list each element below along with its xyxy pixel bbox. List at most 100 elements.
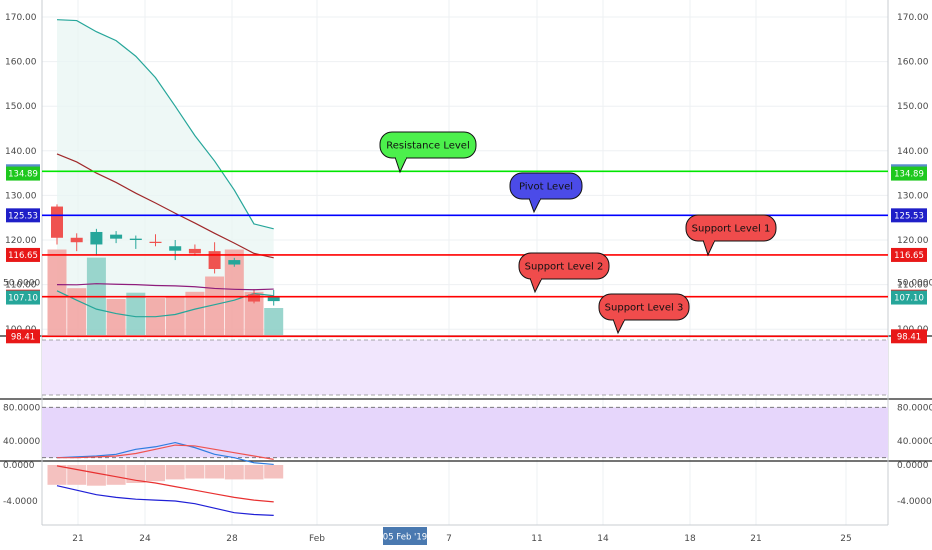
level-annotation-bubble[interactable]: Pivot Level: [509, 172, 583, 214]
crosshair-date-label: 05 Feb '19: [383, 533, 427, 543]
indicator-tick-left: 50.0000: [3, 279, 40, 289]
price-tag-left-label: 134.89: [8, 170, 38, 180]
price-tick-right: 140.00: [897, 147, 929, 157]
candle-body: [110, 234, 123, 239]
candle-body: [169, 246, 182, 251]
price-tick-right: 120.00: [897, 236, 929, 246]
macd-histogram-bar: [264, 465, 284, 479]
price-tag-left-label: 116.65: [8, 251, 38, 261]
macd-histogram-bar: [244, 465, 264, 480]
indicator-tick-right: 0.0000: [897, 461, 929, 471]
price-tag-right: [891, 329, 927, 344]
price-tick-right: 150.00: [897, 102, 929, 112]
price-tag-right: [891, 208, 927, 223]
candle-body: [248, 294, 260, 302]
indicator-tick-left: 40.0000: [3, 437, 40, 447]
indicator-tick-right: 40.0000: [897, 437, 932, 447]
price-tick-left: 160.00: [5, 58, 37, 68]
bubble-label: Support Level 1: [692, 224, 771, 235]
candle-body: [228, 260, 241, 265]
bubble-body: [518, 252, 610, 280]
macd-histogram-bar: [86, 465, 106, 486]
level-annotation-bubble[interactable]: Support Level 2: [518, 252, 610, 294]
date-tick-label: 14: [597, 534, 609, 544]
bubble-seam: [704, 238, 714, 242]
date-tick-label: 21: [750, 534, 761, 544]
price-tick-left: 110.00: [5, 281, 37, 291]
volume-bar: [244, 291, 264, 335]
bubble-seam: [396, 155, 406, 159]
candle-body: [188, 248, 201, 254]
price-tag-right: [891, 247, 927, 262]
bubble-body: [509, 172, 583, 200]
price-tag-left: [6, 208, 40, 223]
candle-body: [70, 237, 83, 243]
macd-signal-line: [56, 465, 274, 503]
level-annotation-bubble[interactable]: Resistance Level: [379, 131, 477, 174]
volume-bar: [126, 292, 146, 335]
macd-histogram-bar: [185, 465, 205, 479]
bubble-label: Support Level 3: [605, 303, 684, 314]
date-tick-label: 7: [446, 534, 452, 544]
bubble-body: [379, 131, 477, 159]
date-tick-label: 11: [531, 534, 542, 544]
price-tick-left: 120.00: [5, 236, 37, 246]
candle-body: [51, 206, 63, 238]
price-tag-left-label: 107.10: [8, 294, 38, 304]
price-tag-right-label: 107.10: [894, 294, 924, 304]
macd-histogram-bar: [47, 465, 67, 485]
indicator-tick-right: 80.0000: [897, 403, 932, 413]
indicator-tick-left: 80.0000: [3, 403, 40, 413]
date-tick-label: 21: [72, 534, 83, 544]
bubble-seam: [531, 276, 541, 280]
macd-histogram-bar: [106, 465, 126, 485]
indicator-tick-right: 50.0000: [897, 279, 932, 289]
bollinger-band-fill: [57, 19, 274, 317]
price-tick-left: 150.00: [5, 102, 37, 112]
macd-histogram-bar: [146, 465, 165, 482]
macd-histogram-bar: [126, 465, 146, 483]
volume-bar: [106, 299, 126, 335]
indicator-tick-right: -4.0000: [897, 497, 932, 507]
crosshair-date-tag: [383, 527, 427, 545]
volume-bar: [264, 308, 284, 335]
price-tick-right: 170.00: [897, 13, 929, 23]
price-tag-right-label: 116.65: [894, 251, 924, 261]
stoch-k-line: [56, 441, 274, 466]
price-tick-right: 130.00: [897, 191, 929, 201]
level-annotation-bubble[interactable]: Support Level 3: [598, 293, 690, 335]
date-tick-label: 25: [840, 534, 851, 544]
bubble-seam: [530, 196, 540, 200]
price-tag-right: [891, 290, 927, 305]
date-tick-label: 28: [226, 534, 238, 544]
stoch-d-line: [57, 444, 274, 460]
volume-bar: [224, 249, 244, 335]
candle-body: [149, 241, 162, 243]
indicator-tick-left: 0.0000: [3, 461, 35, 471]
price-tick-left: 170.00: [5, 13, 37, 23]
price-tick-left: 130.00: [5, 191, 37, 201]
candle-body: [208, 251, 221, 269]
level-annotation-bubble[interactable]: Support Level 1: [685, 214, 777, 257]
macd-histogram-bar: [165, 465, 185, 480]
candle-body: [129, 238, 142, 240]
macd-histogram-bar: [224, 465, 244, 480]
price-tag-left-label: 125.53: [8, 211, 38, 221]
price-tag-right-label: 98.41: [897, 332, 921, 342]
bubble-label: Support Level 2: [525, 262, 604, 273]
volume-bar: [165, 297, 185, 335]
candle-body: [90, 231, 103, 245]
date-tick-label: Feb: [309, 534, 325, 544]
price-tag-right-label: 134.89: [894, 170, 924, 180]
indicator-tick-left: -4.0000: [3, 497, 38, 507]
bubble-label: Pivot Level: [519, 182, 573, 193]
rsi-band-fill: [42, 340, 888, 395]
price-tag-left: [6, 329, 40, 344]
price-tag-left: [6, 166, 40, 181]
volume-bar: [47, 249, 67, 335]
bollinger-lower-line: [56, 290, 274, 318]
volume-bar: [67, 288, 87, 335]
price-tag-right-label: 125.53: [894, 211, 924, 221]
price-tag-left: [6, 290, 40, 305]
